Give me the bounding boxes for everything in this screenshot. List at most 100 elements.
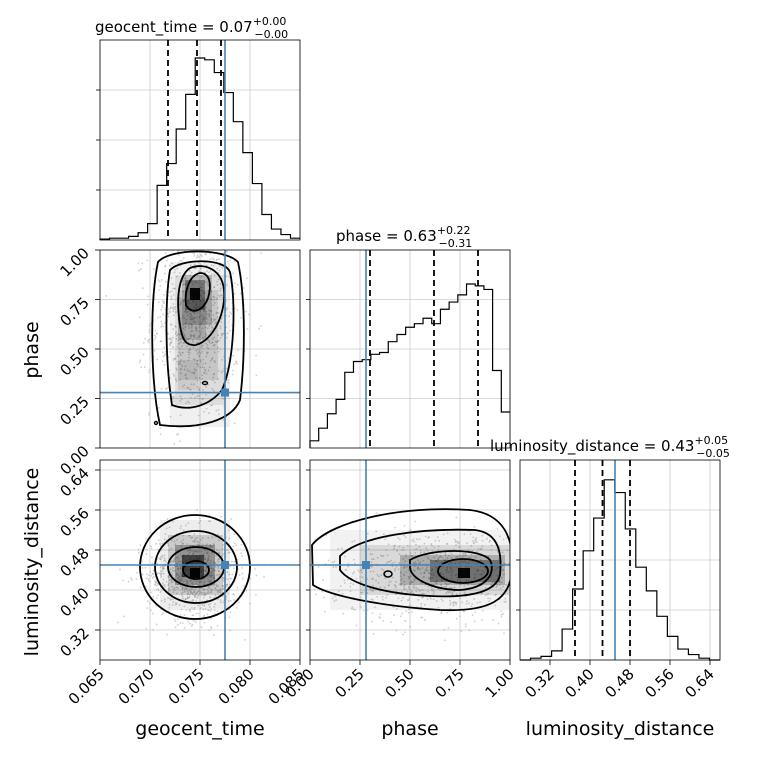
scatter-point bbox=[399, 575, 402, 578]
scatter-point bbox=[195, 612, 198, 615]
scatter-point bbox=[375, 579, 377, 582]
scatter-point bbox=[505, 583, 507, 586]
truth-marker bbox=[362, 561, 370, 569]
scatter-point bbox=[127, 580, 130, 583]
scatter-point bbox=[334, 595, 336, 597]
scatter-point bbox=[179, 240, 181, 242]
scatter-point bbox=[221, 555, 223, 558]
scatter-point bbox=[181, 345, 183, 347]
scatter-point bbox=[214, 451, 216, 453]
density-cell bbox=[190, 288, 200, 300]
scatter-point bbox=[220, 321, 222, 324]
scatter-point bbox=[192, 248, 194, 250]
scatter-point bbox=[479, 601, 481, 603]
scatter-point bbox=[421, 593, 424, 595]
scatter-point bbox=[174, 557, 176, 559]
scatter-point bbox=[184, 587, 187, 590]
scatter-point bbox=[173, 589, 176, 592]
scatter-point bbox=[173, 271, 176, 274]
scatter-point bbox=[175, 367, 178, 370]
scatter-point bbox=[228, 551, 231, 554]
scatter-point bbox=[421, 596, 424, 599]
scatter-point bbox=[421, 589, 424, 592]
scatter-point bbox=[506, 549, 509, 552]
scatter-point bbox=[201, 320, 204, 323]
scatter-point bbox=[175, 562, 178, 565]
scatter-point bbox=[209, 331, 212, 333]
scatter-point bbox=[205, 355, 208, 358]
scatter-point bbox=[193, 263, 196, 266]
scatter-point bbox=[164, 533, 167, 535]
scatter-point bbox=[405, 571, 408, 574]
scatter-point bbox=[464, 625, 467, 628]
scatter-point bbox=[175, 572, 178, 575]
scatter-point bbox=[467, 579, 470, 582]
panel-content bbox=[310, 460, 510, 660]
scatter-point bbox=[195, 329, 198, 332]
scatter-point bbox=[227, 551, 230, 554]
scatter-point bbox=[445, 583, 448, 586]
scatter-point bbox=[406, 599, 409, 601]
scatter-point bbox=[372, 584, 375, 587]
scatter-point bbox=[188, 322, 191, 325]
scatter-point bbox=[213, 273, 216, 276]
scatter-point bbox=[224, 451, 226, 453]
scatter-point bbox=[233, 260, 236, 263]
scatter-point bbox=[204, 593, 207, 596]
scatter-point bbox=[227, 381, 230, 384]
scatter-point bbox=[163, 600, 166, 603]
scatter-point bbox=[409, 626, 411, 628]
scatter-point bbox=[461, 601, 463, 604]
scatter-point bbox=[450, 574, 453, 577]
contour-level bbox=[201, 380, 209, 386]
scatter-point bbox=[141, 287, 144, 290]
scatter-point bbox=[209, 572, 212, 575]
scatter-point bbox=[452, 603, 455, 606]
scatter-point bbox=[223, 243, 225, 245]
scatter-point bbox=[152, 596, 155, 598]
scatter-point bbox=[335, 565, 338, 568]
scatter-point bbox=[152, 575, 155, 578]
scatter-point bbox=[392, 606, 395, 608]
scatter-point bbox=[238, 574, 241, 576]
scatter-point bbox=[179, 584, 182, 587]
scatter-point bbox=[160, 613, 163, 616]
scatter-point bbox=[455, 603, 458, 606]
scatter-point bbox=[162, 572, 165, 575]
scatter-point bbox=[213, 359, 216, 362]
scatter-point bbox=[142, 353, 145, 356]
scatter-point bbox=[178, 440, 181, 443]
scatter-point bbox=[179, 347, 181, 350]
scatter-point bbox=[397, 537, 399, 539]
scatter-point bbox=[214, 448, 216, 450]
scatter-point bbox=[335, 599, 338, 601]
scatter-point bbox=[191, 623, 194, 626]
scatter-point bbox=[155, 584, 158, 587]
scatter-point bbox=[369, 570, 372, 573]
scatter-point bbox=[194, 588, 197, 590]
scatter-point bbox=[177, 578, 180, 581]
scatter-point bbox=[148, 331, 151, 334]
scatter-point bbox=[170, 339, 173, 341]
scatter-point bbox=[182, 280, 185, 283]
scatter-point bbox=[350, 607, 353, 610]
scatter-point bbox=[215, 297, 218, 300]
scatter-point bbox=[403, 534, 406, 537]
scatter-point bbox=[216, 585, 219, 587]
scatter-point bbox=[197, 306, 200, 309]
scatter-point bbox=[208, 576, 211, 579]
scatter-point bbox=[200, 550, 203, 553]
scatter-point bbox=[183, 384, 186, 387]
scatter-point bbox=[225, 246, 227, 248]
scatter-point bbox=[222, 332, 225, 335]
scatter-point bbox=[486, 537, 489, 540]
scatter-point bbox=[379, 586, 382, 589]
scatter-point bbox=[172, 287, 175, 290]
scatter-point bbox=[459, 597, 462, 599]
scatter-point bbox=[180, 592, 183, 595]
scatter-point bbox=[183, 300, 185, 302]
scatter-point bbox=[193, 336, 196, 339]
scatter-point bbox=[395, 580, 397, 583]
scatter-point bbox=[411, 555, 414, 558]
scatter-point bbox=[210, 290, 213, 293]
